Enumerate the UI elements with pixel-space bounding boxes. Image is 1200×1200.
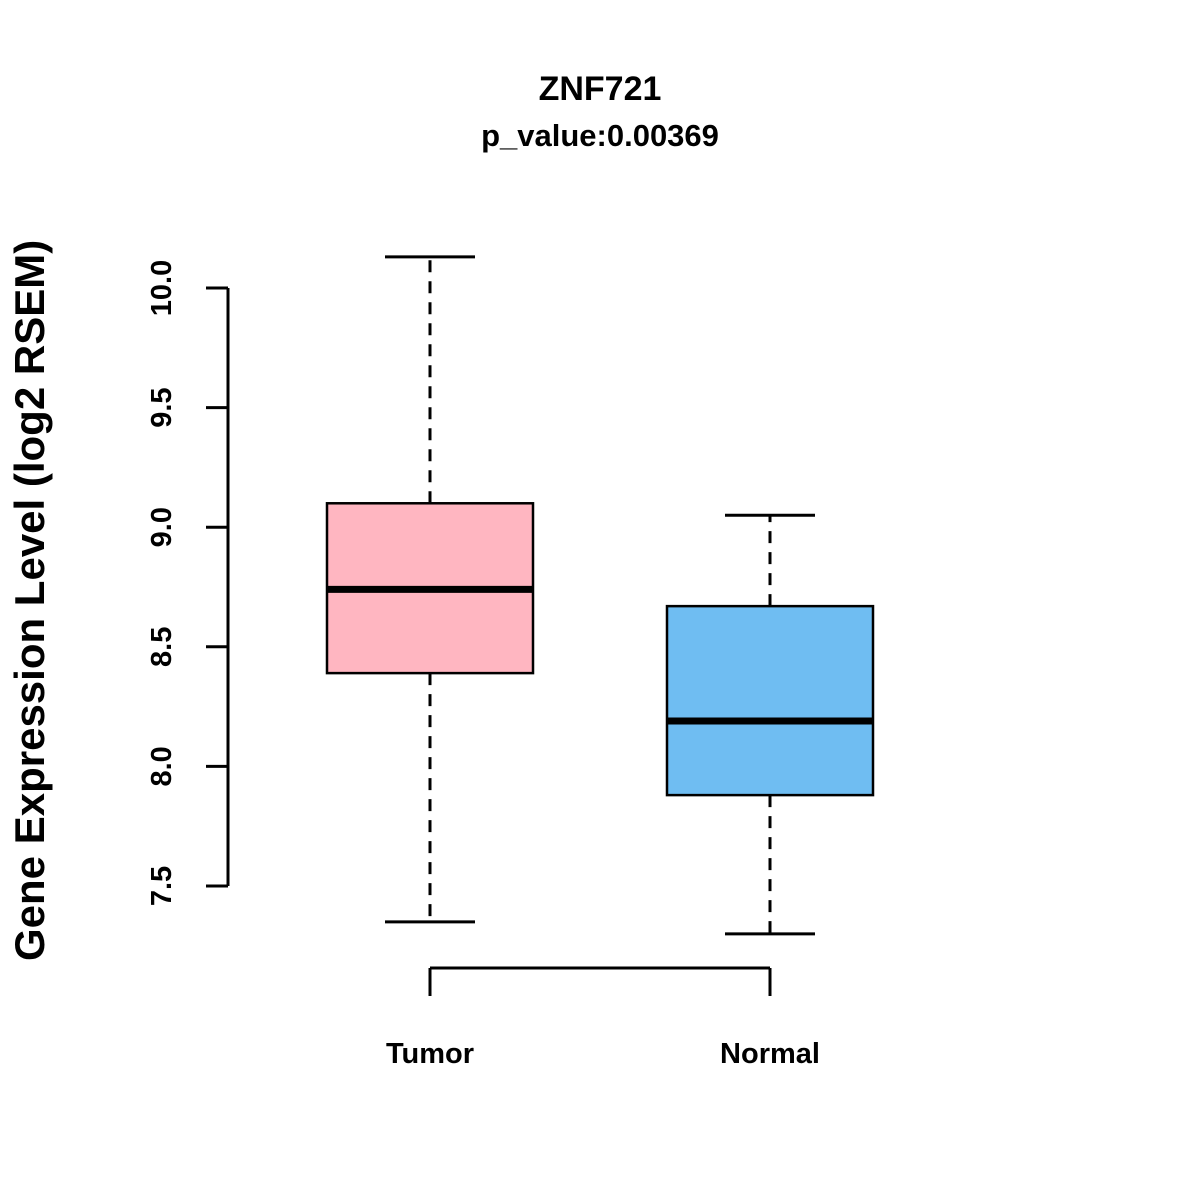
y-tick-label: 8.5 — [146, 627, 178, 667]
y-tick-label: 9.5 — [146, 387, 178, 427]
y-tick-label: 7.5 — [146, 866, 178, 906]
y-tick-label: 10.0 — [146, 260, 178, 316]
x-category-label-tumor: Tumor — [385, 1038, 475, 1070]
chart-title: ZNF721 — [538, 70, 662, 108]
y-tick-label: 8.0 — [146, 746, 178, 786]
iqr-box-normal — [665, 604, 875, 797]
x-category-label-normal: Normal — [720, 1038, 820, 1070]
chart-subtitle: p_value:0.00369 — [481, 118, 719, 153]
y-tick-label: 9.0 — [146, 507, 178, 547]
